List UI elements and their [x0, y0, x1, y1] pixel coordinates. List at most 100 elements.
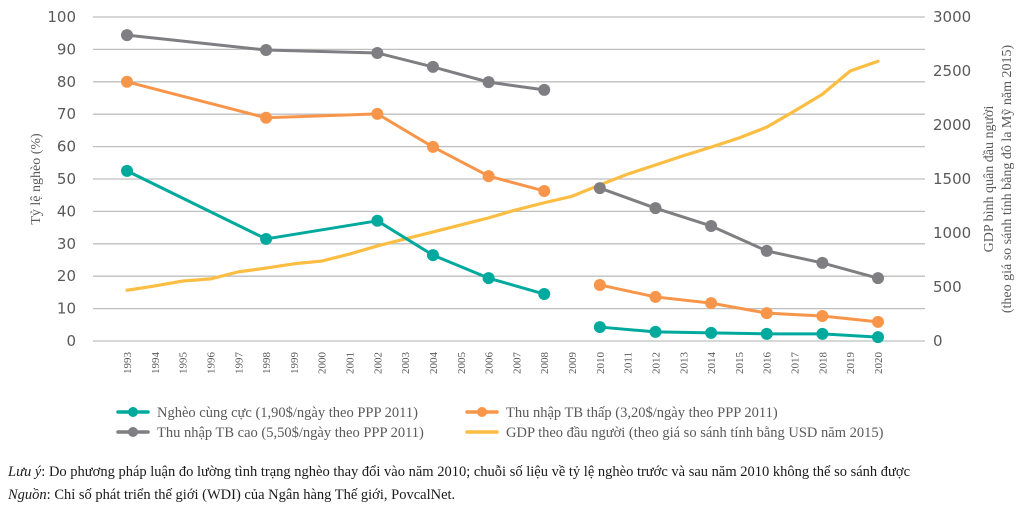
x-tick-label: 2000 — [317, 352, 329, 375]
x-tick-label: 1998 — [261, 352, 273, 375]
x-tick-label: 2019 — [845, 352, 857, 375]
series-line — [125, 80, 546, 193]
data-point — [121, 29, 133, 42]
right-tick-label: 1500 — [933, 170, 971, 188]
right-tick-label: 500 — [933, 278, 962, 296]
legend-item: Thu nhập TB cao (5,50$/ngày theo PPP 201… — [116, 425, 424, 441]
data-point — [649, 202, 662, 215]
right-axis-ticks: 0 500 1000 1500 2000 2500 3000 — [933, 8, 971, 350]
right-tick-label: 0 — [933, 332, 943, 350]
legend-label: GDP theo đầu người (theo giá so sánh tín… — [506, 425, 884, 441]
series-line — [598, 283, 880, 324]
series-2 — [121, 29, 884, 285]
left-tick-label: 0 — [66, 332, 76, 350]
x-tick-label: 1994 — [150, 352, 162, 375]
data-point — [705, 326, 718, 339]
left-axis-title: Tỷ lệ nghèo (%) — [29, 133, 44, 225]
x-tick-label: 2020 — [873, 352, 885, 375]
data-point — [872, 315, 884, 328]
x-tick-label: 1997 — [233, 352, 245, 375]
x-tick-label: 2014 — [706, 352, 718, 375]
data-point — [816, 327, 829, 340]
data-point — [371, 107, 384, 120]
data-point — [760, 244, 773, 257]
left-tick-label: 80 — [57, 73, 76, 91]
data-point — [260, 44, 273, 57]
left-tick-label: 20 — [57, 267, 76, 285]
right-axis-title-line1: GDP bình quân đầu người — [982, 106, 997, 253]
x-tick-label: 1999 — [289, 352, 301, 375]
series-0 — [121, 164, 884, 344]
right-tick-label: 2500 — [933, 62, 971, 80]
data-point — [260, 111, 273, 124]
series-line — [125, 59, 880, 292]
data-point — [371, 46, 384, 59]
legend-label: Thu nhập TB thấp (3,20$/ngày theo PPP 20… — [506, 405, 778, 421]
x-tick-label: 2006 — [484, 352, 496, 375]
x-tick-label: 2004 — [428, 352, 440, 375]
data-point — [426, 60, 439, 73]
data-point — [872, 272, 884, 285]
data-point — [649, 290, 662, 303]
data-point — [121, 75, 133, 88]
left-tick-label: 60 — [57, 138, 76, 156]
data-point — [816, 256, 829, 269]
series-layer — [121, 29, 884, 344]
data-point — [705, 297, 718, 310]
poverty-gdp-chart: 0 10 20 30 40 50 60 70 80 90 100 0 500 1000 1500 2000 2… — [29, 8, 1015, 441]
x-tick-label: 2007 — [511, 352, 523, 375]
data-point — [816, 310, 829, 323]
left-axis-ticks: 0 10 20 30 40 50 60 70 80 90 100 — [47, 8, 76, 350]
left-tick-label: 50 — [57, 170, 76, 188]
series-line — [125, 169, 546, 296]
series-line — [598, 325, 880, 339]
data-point — [482, 76, 495, 89]
x-axis-ticks: 1993 1994 1995 1996 1997 1998 1999 2000 2001 2002… — [122, 352, 885, 375]
right-axis-title-line2: (theo giá so sánh tính bằng đô la Mỹ năm… — [1000, 45, 1015, 314]
x-tick-label: 2012 — [650, 352, 662, 374]
series-line — [125, 33, 546, 92]
data-point — [593, 182, 606, 195]
x-tick-label: 1995 — [178, 352, 190, 375]
data-point — [371, 214, 384, 227]
data-point — [872, 331, 884, 344]
source-label: Nguồn — [8, 487, 47, 503]
x-tick-label: 2015 — [734, 352, 746, 375]
data-point — [593, 321, 606, 334]
left-tick-label: 90 — [57, 40, 76, 58]
left-tick-label: 10 — [57, 300, 76, 318]
data-point — [426, 249, 439, 262]
data-point — [760, 307, 773, 320]
right-tick-label: 3000 — [933, 8, 971, 26]
series-3 — [125, 59, 880, 292]
legend-swatch-marker — [477, 407, 487, 417]
source-text: : Chỉ số phát triển thế giới (WDI) của N… — [46, 487, 456, 503]
legend-item: Thu nhập TB thấp (3,20$/ngày theo PPP 20… — [465, 405, 778, 421]
legend-label: Thu nhập TB cao (5,50$/ngày theo PPP 201… — [157, 425, 424, 441]
data-point — [593, 278, 606, 291]
left-tick-label: 70 — [57, 105, 76, 123]
data-point — [705, 219, 718, 232]
x-tick-label: 1996 — [205, 352, 217, 375]
data-point — [760, 327, 773, 340]
x-tick-label: 2005 — [456, 352, 468, 375]
x-tick-label: 2002 — [372, 352, 384, 374]
series-line — [598, 186, 880, 280]
legend-item: GDP theo đầu người (theo giá so sánh tín… — [465, 425, 884, 441]
data-point — [538, 83, 551, 96]
data-point — [649, 325, 662, 338]
right-tick-label: 1000 — [933, 224, 971, 242]
data-point — [121, 164, 133, 177]
legend-swatch-marker — [128, 407, 138, 417]
legend: Nghèo cùng cực (1,90$/ngày theo PPP 2011… — [116, 405, 884, 441]
x-tick-label: 2003 — [400, 352, 412, 375]
gridlines — [93, 16, 925, 342]
legend-item: Nghèo cùng cực (1,90$/ngày theo PPP 2011… — [116, 405, 418, 421]
left-tick-label: 30 — [57, 235, 76, 253]
note-label: Lưu ý — [8, 464, 42, 480]
x-tick-label: 2018 — [817, 352, 829, 375]
source-note: Nguồn: Chỉ số phát triển thế giới (WDI) … — [8, 487, 455, 504]
x-tick-label: 2010 — [595, 352, 607, 375]
left-tick-label: 100 — [47, 8, 76, 26]
x-tick-label: 2016 — [762, 352, 774, 375]
